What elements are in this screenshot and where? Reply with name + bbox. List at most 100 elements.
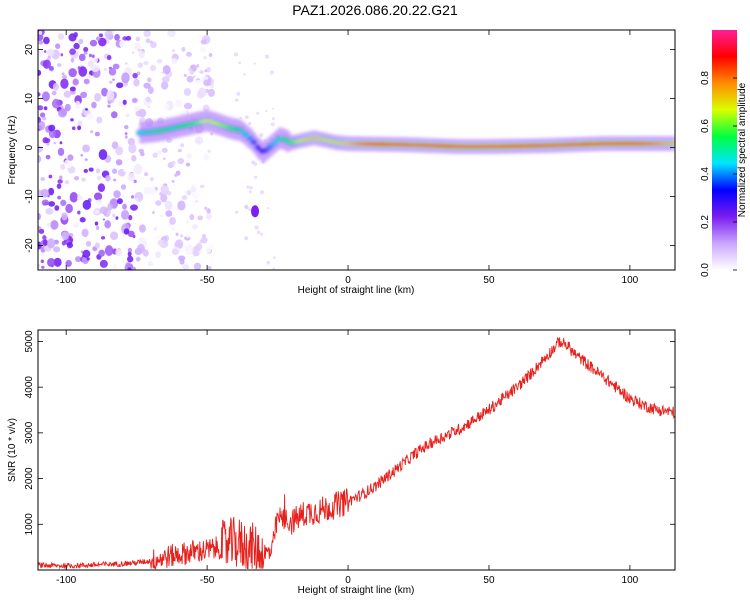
noise-blob — [181, 195, 188, 200]
noise-dot — [254, 225, 259, 230]
noise-blob — [63, 90, 72, 98]
noise-dot — [235, 98, 239, 102]
noise-blob — [147, 86, 154, 94]
noise-blob — [124, 125, 129, 130]
noise-blob — [65, 203, 73, 214]
noise-blob — [172, 48, 176, 53]
noise-blob — [184, 243, 194, 256]
noise-dot — [239, 116, 242, 120]
noise-blob — [162, 65, 171, 75]
noise-blob — [152, 186, 155, 190]
snr-series-line — [38, 336, 675, 570]
noise-dot — [244, 204, 249, 209]
noise-blob — [41, 91, 50, 102]
snr-panel: -100 -50 0 50 100 1000 2000 3000 4000 5000 Heigh… — [7, 329, 676, 596]
noise-blob — [185, 219, 190, 224]
noise-blob — [54, 205, 60, 211]
noise-blob — [77, 193, 81, 198]
noise-blob — [130, 204, 138, 211]
noise-blob — [198, 250, 202, 254]
y-tick-label: 20 — [24, 44, 35, 56]
noise-blob — [91, 101, 97, 109]
noise-dot — [253, 62, 256, 65]
y-tick-label: 3000 — [24, 421, 35, 444]
noise-blob — [40, 176, 46, 181]
noise-blob — [124, 135, 128, 139]
noise-blob — [173, 173, 178, 177]
noise-blob — [61, 231, 69, 241]
noise-blob — [51, 90, 57, 96]
colorbar-tick-label: 0.6 — [700, 119, 711, 133]
noise-dot — [259, 132, 264, 138]
y-tick-label: 1000 — [24, 513, 35, 536]
noise-blob — [85, 240, 92, 247]
noise-blob — [65, 260, 72, 267]
spectrogram-y-label: Frequency (Hz) — [7, 116, 18, 185]
spectrogram-x-ticks: -100 -50 0 50 100 — [56, 30, 639, 286]
noise-blob — [197, 87, 207, 98]
noise-blob — [203, 56, 208, 60]
noise-blob — [137, 62, 144, 69]
noise-dot — [243, 73, 246, 76]
noise-blob — [133, 78, 140, 87]
noise-blob — [89, 39, 98, 47]
noise-blob — [171, 248, 179, 256]
noise-blob — [192, 75, 196, 79]
noise-blob — [175, 100, 183, 108]
noise-blob — [175, 232, 179, 237]
noise-blob — [251, 205, 260, 218]
noise-blob — [171, 160, 176, 165]
noise-blob — [186, 51, 192, 57]
noise-blob — [197, 215, 203, 221]
noise-dot — [248, 121, 252, 125]
noise-blob — [194, 79, 202, 86]
noise-blob — [200, 187, 204, 192]
noise-blob — [60, 53, 64, 57]
noise-blob — [194, 199, 199, 203]
noise-blob — [77, 210, 81, 215]
noise-blob — [74, 100, 81, 109]
noise-blob — [53, 257, 62, 267]
noise-dot — [266, 260, 271, 265]
noise-blob — [70, 118, 74, 122]
noise-blob — [184, 184, 191, 191]
noise-blob — [150, 64, 157, 72]
noise-blob — [159, 214, 163, 218]
noise-blob — [83, 168, 89, 174]
noise-blob — [116, 82, 124, 89]
noise-blob — [147, 105, 151, 109]
noise-blob — [91, 54, 95, 58]
noise-blob — [204, 245, 212, 254]
noise-blob — [107, 104, 111, 108]
noise-blob — [38, 117, 42, 123]
noise-blob — [57, 179, 63, 184]
noise-blob — [123, 228, 130, 235]
noise-blob — [38, 145, 43, 153]
noise-blob — [94, 131, 100, 137]
x-tick-label: 0 — [345, 275, 351, 286]
x-tick-label: -100 — [56, 575, 76, 586]
noise-blob — [53, 141, 57, 145]
spectrogram-frame — [37, 29, 676, 271]
noise-blob — [41, 265, 45, 269]
noise-blob — [40, 252, 44, 256]
noise-blob — [156, 58, 163, 64]
noise-blob — [69, 48, 76, 55]
noise-blob — [59, 141, 63, 145]
noise-blob — [182, 264, 190, 270]
noise-blob — [48, 65, 54, 71]
noise-blob — [149, 186, 157, 196]
colorbar-tick-label: 0.0 — [700, 263, 711, 277]
noise-blob — [73, 176, 80, 181]
noise-blob — [94, 92, 102, 102]
noise-blob — [81, 228, 89, 238]
noise-blob — [88, 167, 94, 172]
noise-blob — [207, 88, 215, 97]
noise-blob — [88, 53, 93, 58]
x-tick-label: 50 — [483, 275, 495, 286]
noise-blob — [82, 199, 92, 210]
noise-blob — [98, 33, 104, 38]
noise-blob — [38, 228, 45, 234]
noise-blob — [57, 147, 65, 157]
noise-blob — [200, 39, 207, 45]
